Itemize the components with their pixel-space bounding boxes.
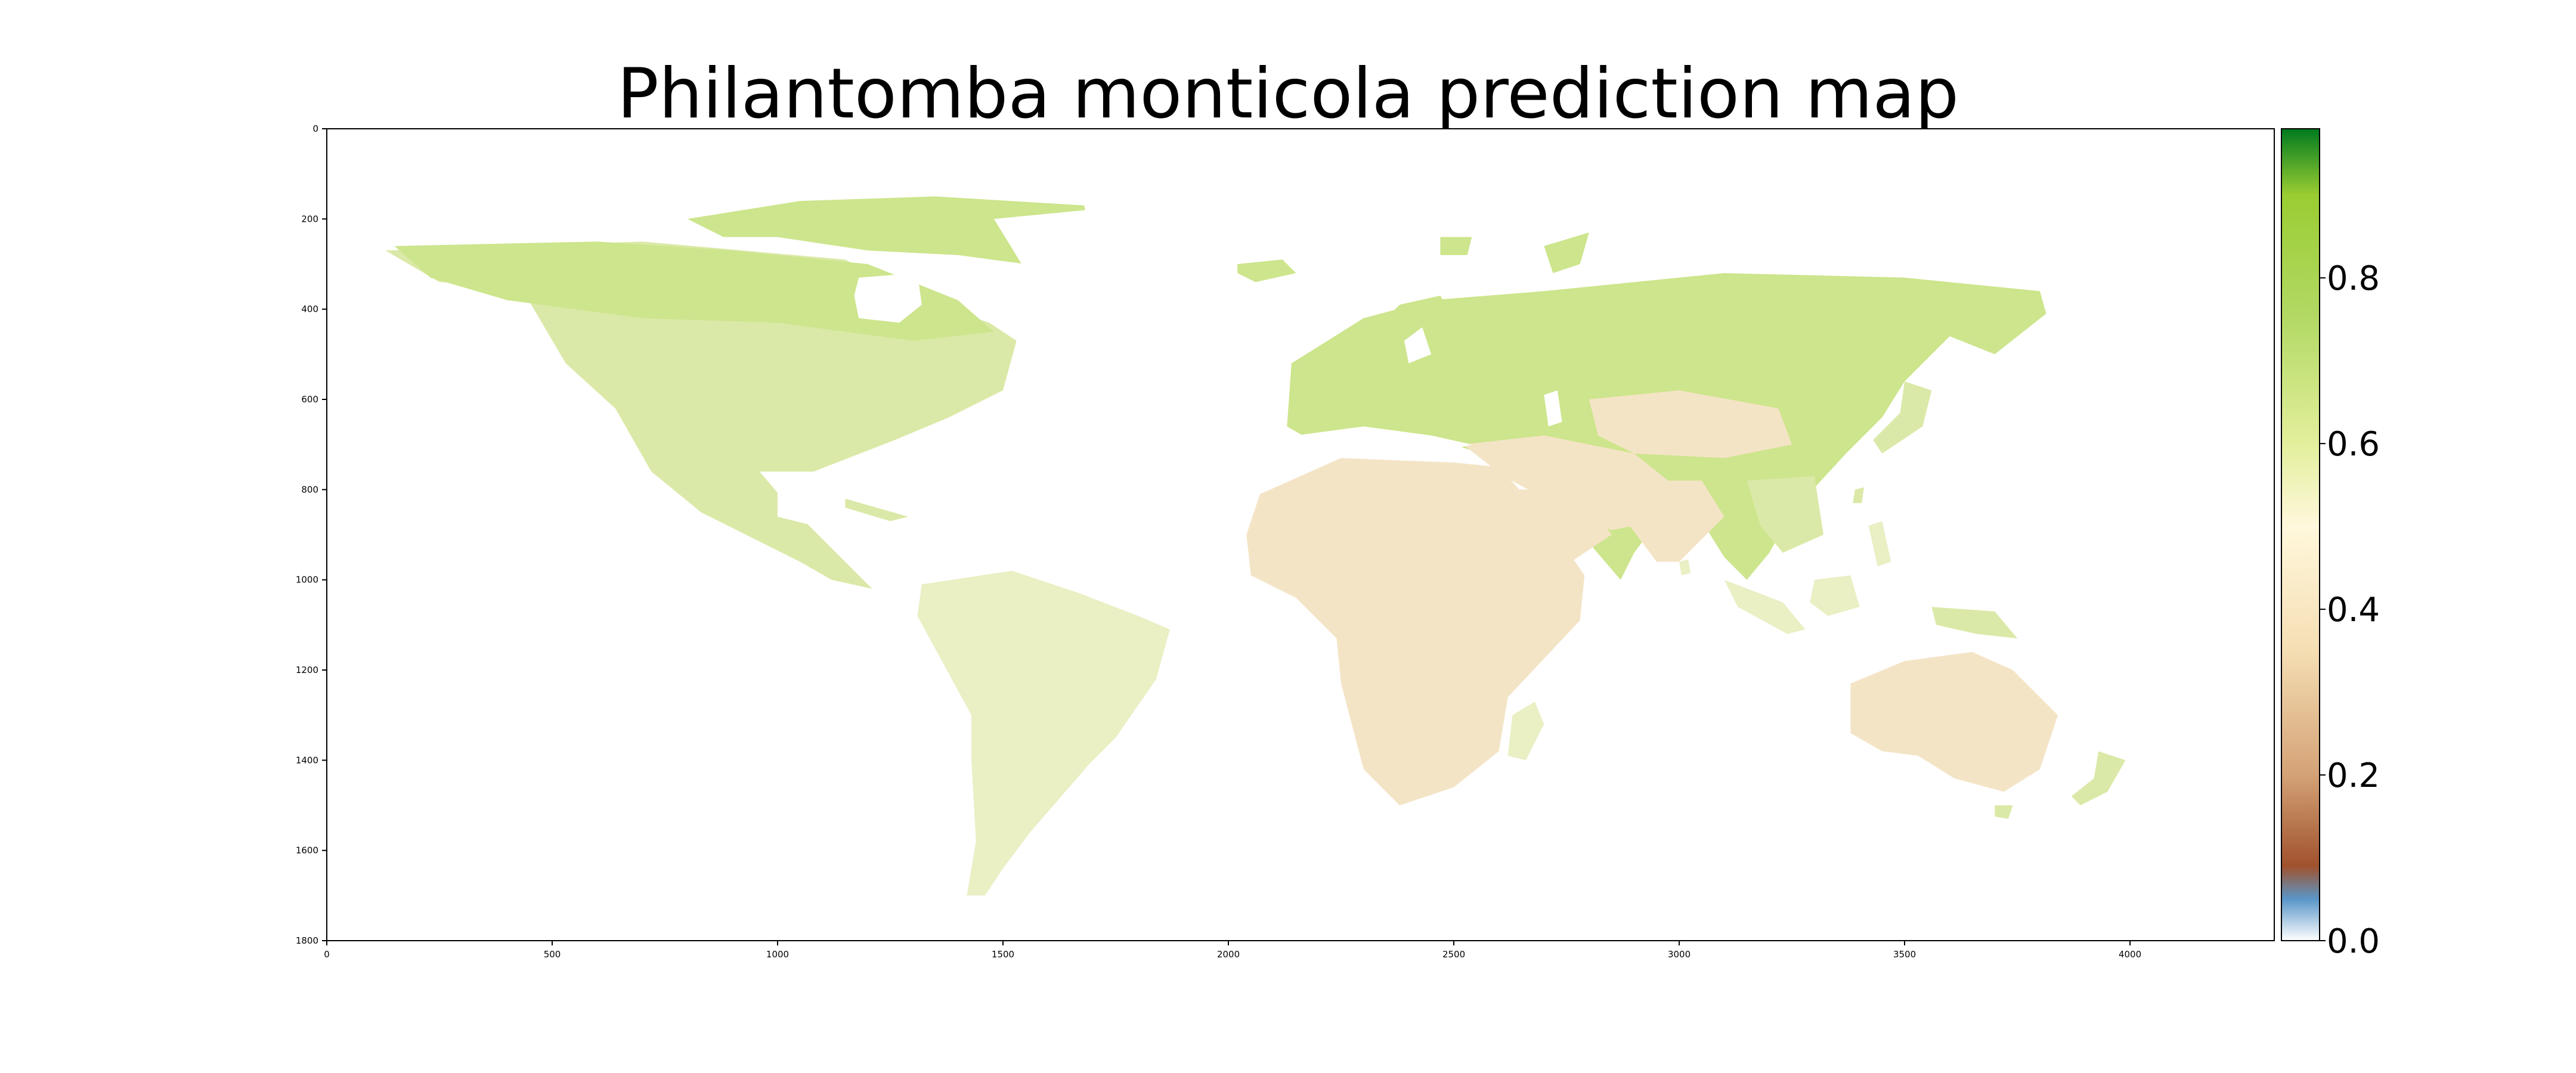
y-tick-label: 1800: [296, 935, 318, 946]
landmass-madagascar: [1507, 702, 1544, 761]
landmass-scandinavia: [1350, 296, 1454, 373]
y-tick-label: 400: [301, 304, 318, 315]
landmass-north-america-north: [394, 241, 994, 341]
landmass-japan: [1873, 381, 1932, 454]
x-tick-label: 2500: [1442, 949, 1465, 960]
landmass-philippines: [1868, 521, 1891, 566]
landmass-new-guinea: [1931, 607, 2018, 638]
x-tick-label: 3000: [1668, 949, 1690, 960]
x-tick-label: 0: [324, 949, 330, 960]
landmass-layer: [385, 196, 2126, 896]
landmass-baltic: [1404, 327, 1432, 364]
plot-frame: [326, 128, 2275, 941]
landmass-svalbard: [1440, 237, 1472, 255]
landmass-central-asia-arid: [1589, 390, 1792, 458]
y-tick-label: 200: [301, 213, 318, 224]
landmass-taiwan: [1853, 487, 1864, 503]
chart-title: Philantomba monticola prediction map: [617, 54, 1959, 134]
colorbar-tick-label: 0.6: [2327, 425, 2380, 464]
colorbar-axis: 0.0 0.2 0.4 0.6 0.8: [2320, 259, 2380, 961]
landmass-iceland: [1237, 259, 1296, 283]
y-tick-label: 1400: [296, 755, 318, 765]
y-tick-label: 0: [312, 123, 318, 134]
colorbar-tick-label: 0.0: [2327, 922, 2380, 961]
y-tick-label: 1200: [296, 665, 318, 675]
x-axis: 0 500 1000 1500 2000 2500 3000 3500 4000: [324, 941, 2141, 960]
landmass-borneo: [1810, 575, 1860, 616]
landmass-arctic-archipelago: [687, 196, 1094, 264]
x-tick-label: 1500: [992, 949, 1014, 960]
colorbar: [2281, 128, 2320, 941]
landmass-south-america: [917, 570, 1170, 896]
landmass-africa: [1246, 458, 1585, 805]
x-tick-label: 1000: [766, 949, 789, 960]
landmass-greenland-ice: [993, 205, 1224, 346]
landmass-novaya-zemlya: [1544, 232, 1589, 274]
x-tick-label: 2000: [1217, 949, 1240, 960]
landmass-middle-east-arid: [1463, 435, 1680, 531]
y-tick-label: 800: [301, 484, 318, 495]
landmass-british-isles: [1291, 354, 1319, 390]
landmass-australia: [1850, 652, 2058, 792]
x-tick-label: 4000: [2119, 949, 2141, 960]
landmass-indonesia-west: [1724, 579, 1806, 634]
landmass-arabian-peninsula: [1507, 489, 1612, 562]
landmass-mediterranean: [1296, 426, 1472, 454]
y-tick-label: 1000: [296, 575, 318, 585]
landmass-tasmania: [1995, 805, 2013, 819]
landmass-new-zealand: [2071, 751, 2126, 805]
landmass-gulf-of-mexico: [778, 472, 868, 526]
y-tick-label: 600: [301, 394, 318, 405]
x-tick-label: 3500: [1893, 949, 1916, 960]
landmass-caspian: [1544, 390, 1562, 427]
landmass-sri-lanka: [1679, 559, 1690, 576]
colorbar-tick-label: 0.2: [2327, 756, 2380, 795]
landmass-india: [1625, 480, 1724, 562]
y-axis: 0 200 400 600 800 1000 1200 1400 1600 1800: [296, 123, 327, 946]
landmass-hudson-bay: [854, 273, 922, 323]
colorbar-tick-label: 0.4: [2327, 591, 2380, 629]
landmass-cuba: [845, 498, 909, 522]
x-tick-label: 500: [544, 949, 561, 960]
y-tick-label: 1600: [296, 845, 318, 856]
landmass-southeast-asia: [1747, 476, 1823, 553]
colorbar-tick-label: 0.8: [2327, 259, 2380, 298]
